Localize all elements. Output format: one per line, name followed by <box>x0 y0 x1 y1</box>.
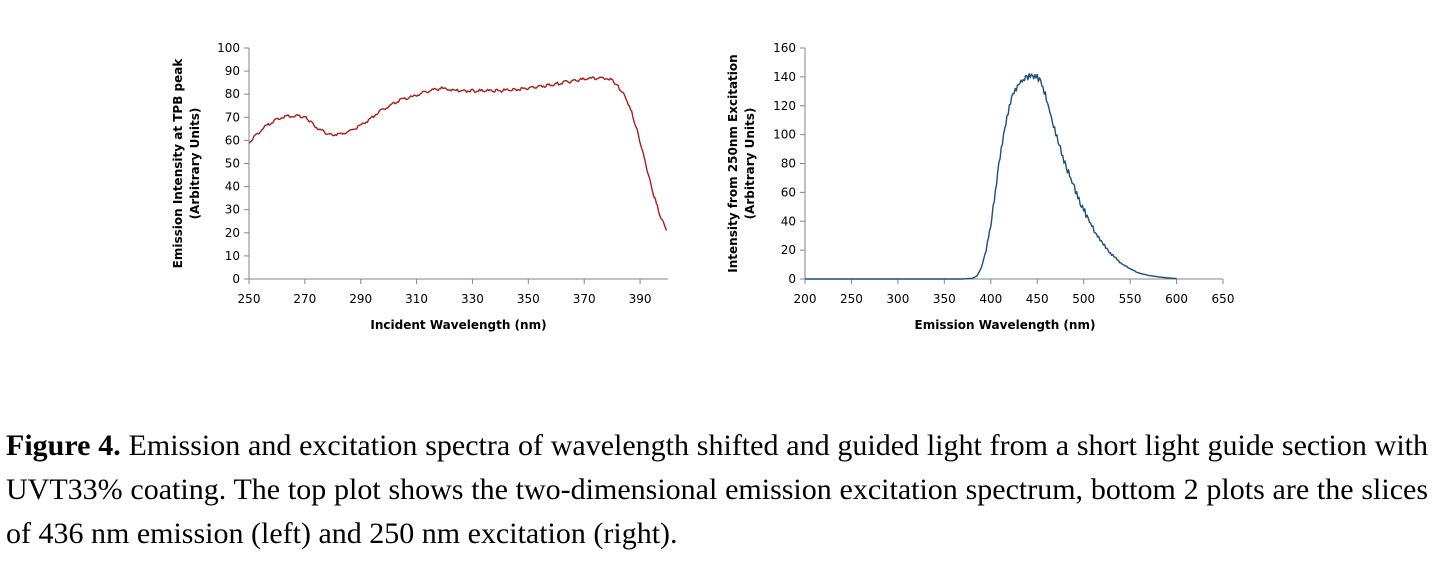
left-y-tick-label: 100 <box>217 41 240 55</box>
left-y-tick-label: 0 <box>232 272 240 286</box>
right-y-axis-label-units: (Arbitrary Units) <box>743 108 757 220</box>
left-series-line <box>248 76 668 231</box>
left-y-axis-label-units: (Arbitrary Units) <box>188 108 202 220</box>
right-y-tick-label: 80 <box>781 157 796 171</box>
left-chart-emission: 0 10 20 30 40 50 60 70 80 90 100 250 270 290 310 330 350… <box>171 41 668 332</box>
left-x-tick-label: 390 <box>629 292 652 306</box>
right-x-tick-label: 400 <box>979 292 1002 306</box>
left-x-axis-label: Incident Wavelength (nm) <box>370 318 546 332</box>
right-x-tick-label: 600 <box>1165 292 1188 306</box>
right-x-tick-label: 550 <box>1119 292 1142 306</box>
left-x-tick-label: 370 <box>573 292 596 306</box>
right-y-tick-label: 40 <box>781 214 796 228</box>
left-y-axis-label: Emission Intensity at TPB peak <box>171 58 185 269</box>
right-y-tick-label: 20 <box>781 243 796 257</box>
right-x-tick-label: 300 <box>886 292 909 306</box>
left-x-tick-label: 270 <box>293 292 316 306</box>
right-y-tick-label: 0 <box>788 272 796 286</box>
left-y-tick-label: 90 <box>225 64 240 78</box>
right-y-axis-label: Intensity from 250nm Excitation <box>726 54 740 272</box>
right-series-line <box>805 73 1177 280</box>
left-y-tick-label: 80 <box>225 87 240 101</box>
right-x-tick-label: 250 <box>840 292 863 306</box>
left-y-tick-label: 50 <box>225 157 240 171</box>
figure-caption: Figure 4. Emission and excitation spectr… <box>6 424 1428 556</box>
right-y-tick-label: 120 <box>773 99 796 113</box>
left-x-tick-label: 310 <box>405 292 428 306</box>
figure-charts: 0 10 20 30 40 50 60 70 80 90 100 250 270 290 310 330 350… <box>171 41 1234 332</box>
caption-label: Figure 4. <box>6 429 121 462</box>
right-x-tick-label: 650 <box>1212 292 1235 306</box>
right-chart-excitation: 0 20 40 60 80 100 120 140 160 200 250 300 350 400 450 5… <box>726 41 1234 332</box>
right-y-tick-label: 100 <box>773 128 796 142</box>
caption-text: Emission and excitation spectra of wavel… <box>6 429 1428 550</box>
left-y-tick-label: 60 <box>225 133 240 147</box>
left-y-tick-label: 70 <box>225 110 240 124</box>
left-y-tick-label: 30 <box>225 203 240 217</box>
right-x-tick-label: 500 <box>1072 292 1095 306</box>
left-y-tick-label: 20 <box>225 226 240 240</box>
left-x-tick-label: 350 <box>517 292 540 306</box>
right-x-tick-label: 350 <box>933 292 956 306</box>
left-y-tick-label: 40 <box>225 180 240 194</box>
right-x-tick-label: 200 <box>794 292 817 306</box>
right-y-tick-label: 160 <box>773 41 796 55</box>
right-y-tick-label: 60 <box>781 185 796 199</box>
right-x-tick-label: 450 <box>1026 292 1049 306</box>
right-y-tick-label: 140 <box>773 70 796 84</box>
left-x-tick-label: 250 <box>238 292 261 306</box>
right-x-axis-label: Emission Wavelength (nm) <box>915 318 1096 332</box>
left-y-tick-label: 10 <box>225 249 240 263</box>
left-x-tick-label: 330 <box>461 292 484 306</box>
left-x-tick-label: 290 <box>349 292 372 306</box>
